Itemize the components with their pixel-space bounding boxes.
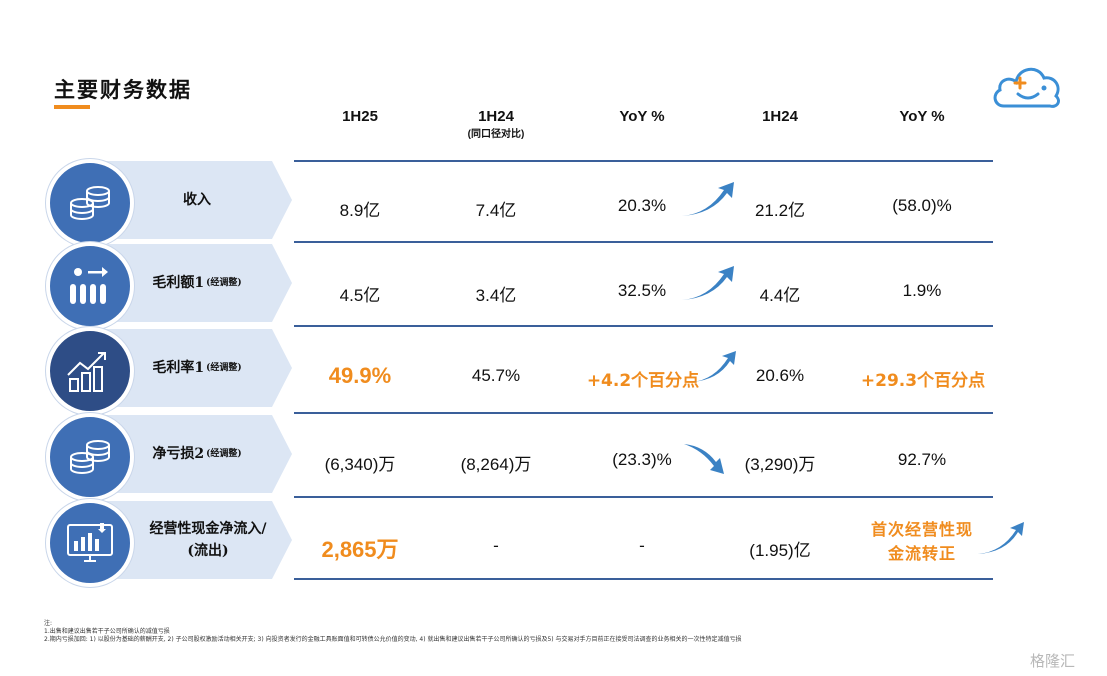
down-arrow-icon bbox=[684, 444, 724, 474]
header-1h24: 1H24 bbox=[762, 108, 798, 125]
row-label: 毛利额1 (经调整) bbox=[152, 275, 242, 291]
row-label: 净亏损2 (经调整) bbox=[152, 446, 242, 462]
cell-gp-1h25: 4.5亿 bbox=[339, 286, 381, 305]
header-1h25: 1H25 bbox=[342, 108, 378, 125]
cell-nl-1h25: (6,340)万 bbox=[324, 455, 396, 474]
footnotes: 注: 1.出售和建议出售若干子公司所确认的减值亏损 2.期内亏损加回: 1) 以… bbox=[44, 620, 742, 643]
title-underline bbox=[54, 105, 90, 109]
up-arrow-icon bbox=[682, 182, 734, 216]
row-rule bbox=[294, 160, 993, 162]
cell-revenue-1h24c: 7.4亿 bbox=[475, 201, 517, 220]
cell-nl-1h24c: (8,264)万 bbox=[460, 455, 532, 474]
row-rule bbox=[294, 241, 993, 243]
cell-revenue-1h25: 8.9亿 bbox=[339, 201, 381, 220]
row-rule bbox=[294, 496, 993, 498]
header-yoy-1: YoY % bbox=[619, 108, 665, 125]
cell-gp-1h24c: 3.4亿 bbox=[475, 286, 517, 305]
header-1h24-label: 1H24 bbox=[478, 108, 514, 125]
growth-chart-icon bbox=[46, 327, 134, 415]
up-arrow-icon bbox=[692, 351, 736, 382]
row-label: 毛利率1 (经调整) bbox=[152, 360, 242, 376]
up-arrow-icon bbox=[978, 522, 1024, 554]
row-label-band: 净亏损2 (经调整) bbox=[92, 415, 292, 493]
cell-gm-yoy2: +29.3个百分点 bbox=[860, 371, 986, 391]
row-label: 收入 bbox=[183, 192, 211, 208]
cell-gp-yoy: 32.5% bbox=[617, 281, 667, 300]
up-arrow-icon bbox=[682, 266, 734, 300]
cell-gm-1h25: 49.9% bbox=[328, 363, 392, 388]
cell-nl-1h24: (3,290)万 bbox=[744, 455, 816, 474]
row-label-band: 毛利额1 (经调整) bbox=[92, 244, 292, 322]
row-rule bbox=[294, 412, 993, 414]
bars-arrow-icon bbox=[46, 242, 134, 330]
row-rule bbox=[294, 578, 993, 580]
watermark: 格隆汇 bbox=[1030, 652, 1076, 670]
row-rule bbox=[294, 325, 993, 327]
cell-nl-yoy: (23.3)% bbox=[612, 450, 672, 469]
header-1h24-sub: (同口径对比) bbox=[467, 129, 525, 140]
coins-icon bbox=[46, 159, 134, 247]
row-label-band: 收入 bbox=[92, 161, 292, 239]
cell-ocf-1h25: 2,865万 bbox=[321, 537, 399, 562]
cell-ocf-highlight: 首次经营性现 金流转正 bbox=[870, 520, 973, 563]
page-title: 主要财务数据 bbox=[54, 77, 192, 102]
cell-ocf-1h24: (1.95)亿 bbox=[749, 541, 811, 560]
cell-nl-yoy2: 92.7% bbox=[897, 450, 947, 469]
cell-revenue-1h24: 21.2亿 bbox=[754, 201, 806, 220]
cell-revenue-yoy: 20.3% bbox=[617, 196, 667, 215]
cell-gm-1h24: 20.6% bbox=[755, 366, 805, 385]
header-yoy-2: YoY % bbox=[899, 108, 945, 125]
cell-gm-yoy: +4.2个百分点 bbox=[586, 371, 700, 391]
row-label-band: 经营性现金净流入/(流出) bbox=[92, 501, 292, 579]
cell-ocf-yoy: - bbox=[639, 536, 645, 555]
cell-ocf-1h24c: - bbox=[493, 536, 499, 555]
cell-gm-1h24c: 45.7% bbox=[471, 366, 521, 385]
coins-icon bbox=[46, 413, 134, 501]
cloud-logo-icon bbox=[990, 58, 1066, 114]
monitor-chart-icon bbox=[46, 499, 134, 587]
cell-gp-yoy2: 1.9% bbox=[902, 281, 942, 300]
cell-revenue-yoy2: (58.0)% bbox=[892, 196, 952, 215]
header-1h24-comparable: 1H24 (同口径对比) bbox=[436, 108, 556, 144]
row-label: 经营性现金净流入/(流出) bbox=[149, 521, 267, 559]
cell-gp-1h24: 4.4亿 bbox=[759, 286, 801, 305]
row-label-band: 毛利率1 (经调整) bbox=[92, 329, 292, 407]
